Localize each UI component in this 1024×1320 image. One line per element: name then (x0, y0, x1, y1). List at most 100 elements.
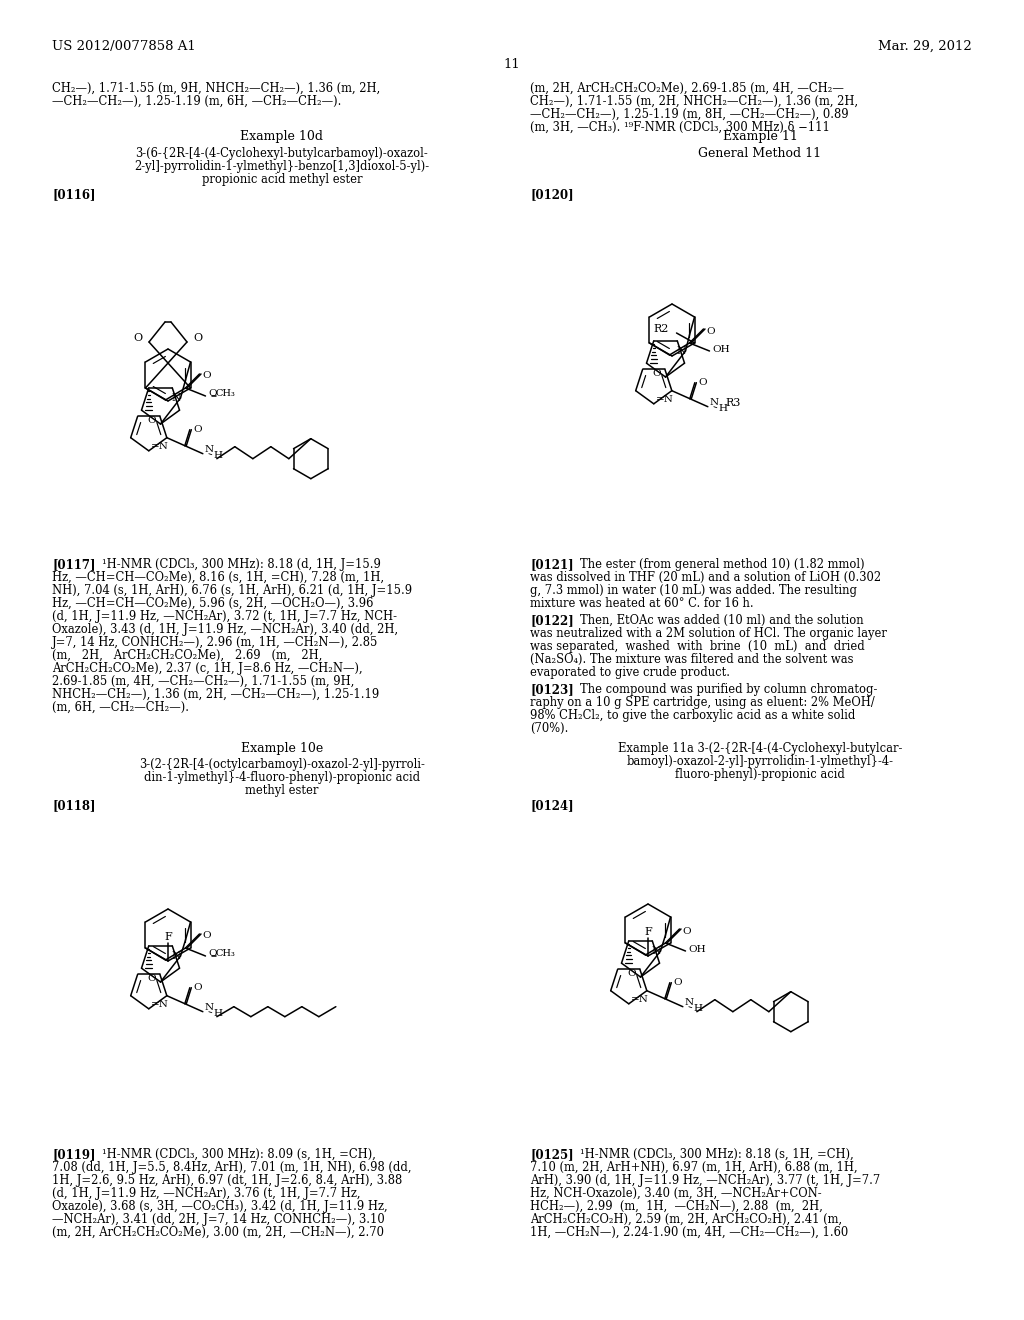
Text: 7.10 (m, 2H, ArH+NH), 6.97 (m, 1H, ArH), 6.88 (m, 1H,: 7.10 (m, 2H, ArH+NH), 6.97 (m, 1H, ArH),… (530, 1162, 858, 1173)
Text: 1H, —CH₂N—), 2.24-1.90 (m, 4H, —CH₂—CH₂—), 1.60: 1H, —CH₂N—), 2.24-1.90 (m, 4H, —CH₂—CH₂—… (530, 1226, 848, 1239)
Text: O: O (652, 370, 662, 378)
Text: Mar. 29, 2012: Mar. 29, 2012 (879, 40, 972, 53)
Text: (m, 6H, —CH₂—CH₂—).: (m, 6H, —CH₂—CH₂—). (52, 701, 189, 714)
Text: J=7, 14 Hz, CONHCH₂—), 2.96 (m, 1H, —CH₂N—), 2.85: J=7, 14 Hz, CONHCH₂—), 2.96 (m, 1H, —CH₂… (52, 636, 379, 649)
Text: H: H (214, 1010, 223, 1018)
Text: O: O (203, 932, 211, 940)
Text: [0121]: [0121] (530, 558, 573, 572)
Text: Oxazole), 3.43 (d, 1H, J=11.9 Hz, —NCH₂Ar), 3.40 (dd, 2H,: Oxazole), 3.43 (d, 1H, J=11.9 Hz, —NCH₂A… (52, 623, 398, 636)
Text: propionic acid methyl ester: propionic acid methyl ester (202, 173, 362, 186)
Text: evaporated to give crude product.: evaporated to give crude product. (530, 667, 730, 678)
Text: 3-(2-{2R-[4-(octylcarbamoyl)-oxazol-2-yl]-pyrroli-: 3-(2-{2R-[4-(octylcarbamoyl)-oxazol-2-yl… (139, 758, 425, 771)
Text: O: O (203, 371, 211, 380)
Text: ¹H-NMR (CDCl₃, 300 MHz): 8.09 (s, 1H, =CH),: ¹H-NMR (CDCl₃, 300 MHz): 8.09 (s, 1H, =C… (102, 1148, 376, 1162)
Text: was neutralized with a 2M solution of HCl. The organic layer: was neutralized with a 2M solution of HC… (530, 627, 887, 640)
Text: O: O (147, 974, 157, 983)
Text: =N: =N (151, 442, 169, 451)
Text: [0117]: [0117] (52, 558, 95, 572)
Text: 3-(6-{2R-[4-(4-Cyclohexyl-butylcarbamoyl)-oxazol-: 3-(6-{2R-[4-(4-Cyclohexyl-butylcarbamoyl… (135, 147, 428, 160)
Text: N: N (710, 399, 719, 407)
Text: CH₃: CH₃ (215, 949, 236, 958)
Text: methyl ester: methyl ester (246, 784, 318, 797)
Text: The ester (from general method 10) (1.82 mmol): The ester (from general method 10) (1.82… (580, 558, 864, 572)
Text: N: N (685, 998, 694, 1007)
Text: R3: R3 (726, 397, 741, 408)
Text: was separated,  washed  with  brine  (10  mL)  and  dried: was separated, washed with brine (10 mL)… (530, 640, 864, 653)
Text: ¹H-NMR (CDCl₃, 300 MHz): 8.18 (s, 1H, =CH),: ¹H-NMR (CDCl₃, 300 MHz): 8.18 (s, 1H, =C… (580, 1148, 854, 1162)
Text: [0116]: [0116] (52, 187, 95, 201)
Text: OH: OH (688, 945, 707, 953)
Text: Hz, NCH-Oxazole), 3.40 (m, 3H, —NCH₂Ar+CON-: Hz, NCH-Oxazole), 3.40 (m, 3H, —NCH₂Ar+C… (530, 1187, 821, 1200)
Text: Example 10d: Example 10d (241, 129, 324, 143)
Text: Example 11: Example 11 (723, 129, 798, 143)
Text: din-1-ylmethyl}-4-fluoro-phenyl)-propionic acid: din-1-ylmethyl}-4-fluoro-phenyl)-propion… (144, 771, 420, 784)
Text: ¹H-NMR (CDCl₃, 300 MHz): 8.18 (d, 1H, J=15.9: ¹H-NMR (CDCl₃, 300 MHz): 8.18 (d, 1H, J=… (102, 558, 381, 572)
Text: —NCH₂Ar), 3.41 (dd, 2H, J=7, 14 Hz, CONHCH₂—), 3.10: —NCH₂Ar), 3.41 (dd, 2H, J=7, 14 Hz, CONH… (52, 1213, 385, 1226)
Text: HCH₂—), 2.99  (m,  1H,  —CH₂N—), 2.88  (m,  2H,: HCH₂—), 2.99 (m, 1H, —CH₂N—), 2.88 (m, 2… (530, 1200, 823, 1213)
Text: [0118]: [0118] (52, 799, 95, 812)
Text: g, 7.3 mmol) in water (10 mL) was added. The resulting: g, 7.3 mmol) in water (10 mL) was added.… (530, 583, 857, 597)
Text: Then, EtOAc was added (10 ml) and the solution: Then, EtOAc was added (10 ml) and the so… (580, 614, 863, 627)
Text: 1H, J=2.6, 9.5 Hz, ArH), 6.97 (dt, 1H, J=2.6, 8.4, ArH), 3.88: 1H, J=2.6, 9.5 Hz, ArH), 6.97 (dt, 1H, J… (52, 1173, 402, 1187)
Text: —CH₂—CH₂—), 1.25-1.19 (m, 8H, —CH₂—CH₂—), 0.89: —CH₂—CH₂—), 1.25-1.19 (m, 8H, —CH₂—CH₂—)… (530, 108, 849, 121)
Text: OH: OH (713, 345, 730, 354)
Text: =N: =N (151, 1001, 169, 1010)
Text: 7.08 (dd, 1H, J=5.5, 8.4Hz, ArH), 7.01 (m, 1H, NH), 6.98 (dd,: 7.08 (dd, 1H, J=5.5, 8.4Hz, ArH), 7.01 (… (52, 1162, 412, 1173)
Text: N: N (205, 1003, 214, 1012)
Text: F: F (164, 932, 172, 942)
Text: ArH), 3.90 (d, 1H, J=11.9 Hz, —NCH₂Ar), 3.77 (t, 1H, J=7.7: ArH), 3.90 (d, 1H, J=11.9 Hz, —NCH₂Ar), … (530, 1173, 881, 1187)
Text: O: O (707, 326, 715, 335)
Text: The compound was purified by column chromatog-: The compound was purified by column chro… (580, 682, 878, 696)
Text: 98% CH₂Cl₂, to give the carboxylic acid as a white solid: 98% CH₂Cl₂, to give the carboxylic acid … (530, 709, 855, 722)
Text: was dissolved in THF (20 mL) and a solution of LiOH (0.302: was dissolved in THF (20 mL) and a solut… (530, 572, 881, 583)
Text: ArCH₂CH₂CO₂Me), 2.37 (c, 1H, J=8.6 Hz, —CH₂N—),: ArCH₂CH₂CO₂Me), 2.37 (c, 1H, J=8.6 Hz, —… (52, 663, 362, 675)
Text: O: O (682, 927, 691, 936)
Text: (d, 1H, J=11.9 Hz, —NCH₂Ar), 3.76 (t, 1H, J=7.7 Hz,: (d, 1H, J=11.9 Hz, —NCH₂Ar), 3.76 (t, 1H… (52, 1187, 360, 1200)
Text: H: H (719, 404, 728, 413)
Text: 2.69-1.85 (m, 4H, —CH₂—CH₂—), 1.71-1.55 (m, 9H,: 2.69-1.85 (m, 4H, —CH₂—CH₂—), 1.71-1.55 … (52, 675, 354, 688)
Text: O: O (628, 969, 636, 978)
Text: bamoyl)-oxazol-2-yl]-pyrrolidin-1-ylmethyl}-4-: bamoyl)-oxazol-2-yl]-pyrrolidin-1-ylmeth… (627, 755, 894, 768)
Text: H: H (694, 1005, 702, 1014)
Text: [0119]: [0119] (52, 1148, 95, 1162)
Text: (m, 3H, —CH₃). ¹⁹F-NMR (CDCl₃, 300 MHz) δ −111: (m, 3H, —CH₃). ¹⁹F-NMR (CDCl₃, 300 MHz) … (530, 121, 829, 135)
Text: NHCH₂—CH₂—), 1.36 (m, 2H, —CH₂—CH₂—), 1.25-1.19: NHCH₂—CH₂—), 1.36 (m, 2H, —CH₂—CH₂—), 1.… (52, 688, 379, 701)
Text: O: O (209, 389, 217, 399)
Text: [0123]: [0123] (530, 682, 573, 696)
Text: Oxazole), 3.68 (s, 3H, —CO₂CH₃), 3.42 (d, 1H, J=11.9 Hz,: Oxazole), 3.68 (s, 3H, —CO₂CH₃), 3.42 (d… (52, 1200, 388, 1213)
Text: (d, 1H, J=11.9 Hz, —NCH₂Ar), 3.72 (t, 1H, J=7.7 Hz, NCH-: (d, 1H, J=11.9 Hz, —NCH₂Ar), 3.72 (t, 1H… (52, 610, 397, 623)
Text: fluoro-phenyl)-propionic acid: fluoro-phenyl)-propionic acid (675, 768, 845, 781)
Text: N: N (172, 393, 181, 403)
Text: H: H (214, 451, 223, 461)
Text: R2: R2 (653, 323, 669, 334)
Text: [0120]: [0120] (530, 187, 573, 201)
Text: mixture was heated at 60° C. for 16 h.: mixture was heated at 60° C. for 16 h. (530, 597, 754, 610)
Text: 11: 11 (504, 58, 520, 71)
Text: N: N (677, 346, 686, 356)
Text: (70%).: (70%). (530, 722, 568, 735)
Text: 2-yl]-pyrrolidin-1-ylmethyl}-benzo[1,3]dioxol-5-yl)-: 2-yl]-pyrrolidin-1-ylmethyl}-benzo[1,3]d… (134, 160, 429, 173)
Text: Hz, —CH=CH—CO₂Me), 8.16 (s, 1H, =CH), 7.28 (m, 1H,: Hz, —CH=CH—CO₂Me), 8.16 (s, 1H, =CH), 7.… (52, 572, 384, 583)
Text: F: F (644, 927, 652, 937)
Text: [0124]: [0124] (530, 799, 573, 812)
Text: O: O (698, 379, 708, 387)
Text: [0125]: [0125] (530, 1148, 573, 1162)
Text: raphy on a 10 g SPE cartridge, using as eluent: 2% MeOH/: raphy on a 10 g SPE cartridge, using as … (530, 696, 874, 709)
Text: Example 10e: Example 10e (241, 742, 324, 755)
Text: CH₂—), 1.71-1.55 (m, 2H, NHCH₂—CH₂—), 1.36 (m, 2H,: CH₂—), 1.71-1.55 (m, 2H, NHCH₂—CH₂—), 1.… (530, 95, 858, 108)
Text: Hz, —CH=CH—CO₂Me), 5.96 (s, 2H, —OCH₂O—), 3.96: Hz, —CH=CH—CO₂Me), 5.96 (s, 2H, —OCH₂O—)… (52, 597, 374, 610)
Text: [0122]: [0122] (530, 614, 573, 627)
Text: —CH₂—CH₂—), 1.25-1.19 (m, 6H, —CH₂—CH₂—).: —CH₂—CH₂—), 1.25-1.19 (m, 6H, —CH₂—CH₂—)… (52, 95, 341, 108)
Text: CH₃: CH₃ (215, 389, 236, 399)
Text: O: O (193, 333, 202, 343)
Text: ArCH₂CH₂CO₂H), 2.59 (m, 2H, ArCH₂CO₂H), 2.41 (m,: ArCH₂CH₂CO₂H), 2.59 (m, 2H, ArCH₂CO₂H), … (530, 1213, 842, 1226)
Text: N: N (172, 950, 181, 961)
Text: CH₂—), 1.71-1.55 (m, 9H, NHCH₂—CH₂—), 1.36 (m, 2H,: CH₂—), 1.71-1.55 (m, 9H, NHCH₂—CH₂—), 1.… (52, 82, 380, 95)
Text: O: O (674, 978, 682, 987)
Text: NH), 7.04 (s, 1H, ArH), 6.76 (s, 1H, ArH), 6.21 (d, 1H, J=15.9: NH), 7.04 (s, 1H, ArH), 6.76 (s, 1H, ArH… (52, 583, 412, 597)
Text: O: O (194, 983, 203, 993)
Text: (Na₂SO₄). The mixture was filtered and the solvent was: (Na₂SO₄). The mixture was filtered and t… (530, 653, 853, 667)
Text: O: O (147, 416, 157, 425)
Text: N: N (205, 445, 214, 454)
Text: O: O (194, 425, 203, 434)
